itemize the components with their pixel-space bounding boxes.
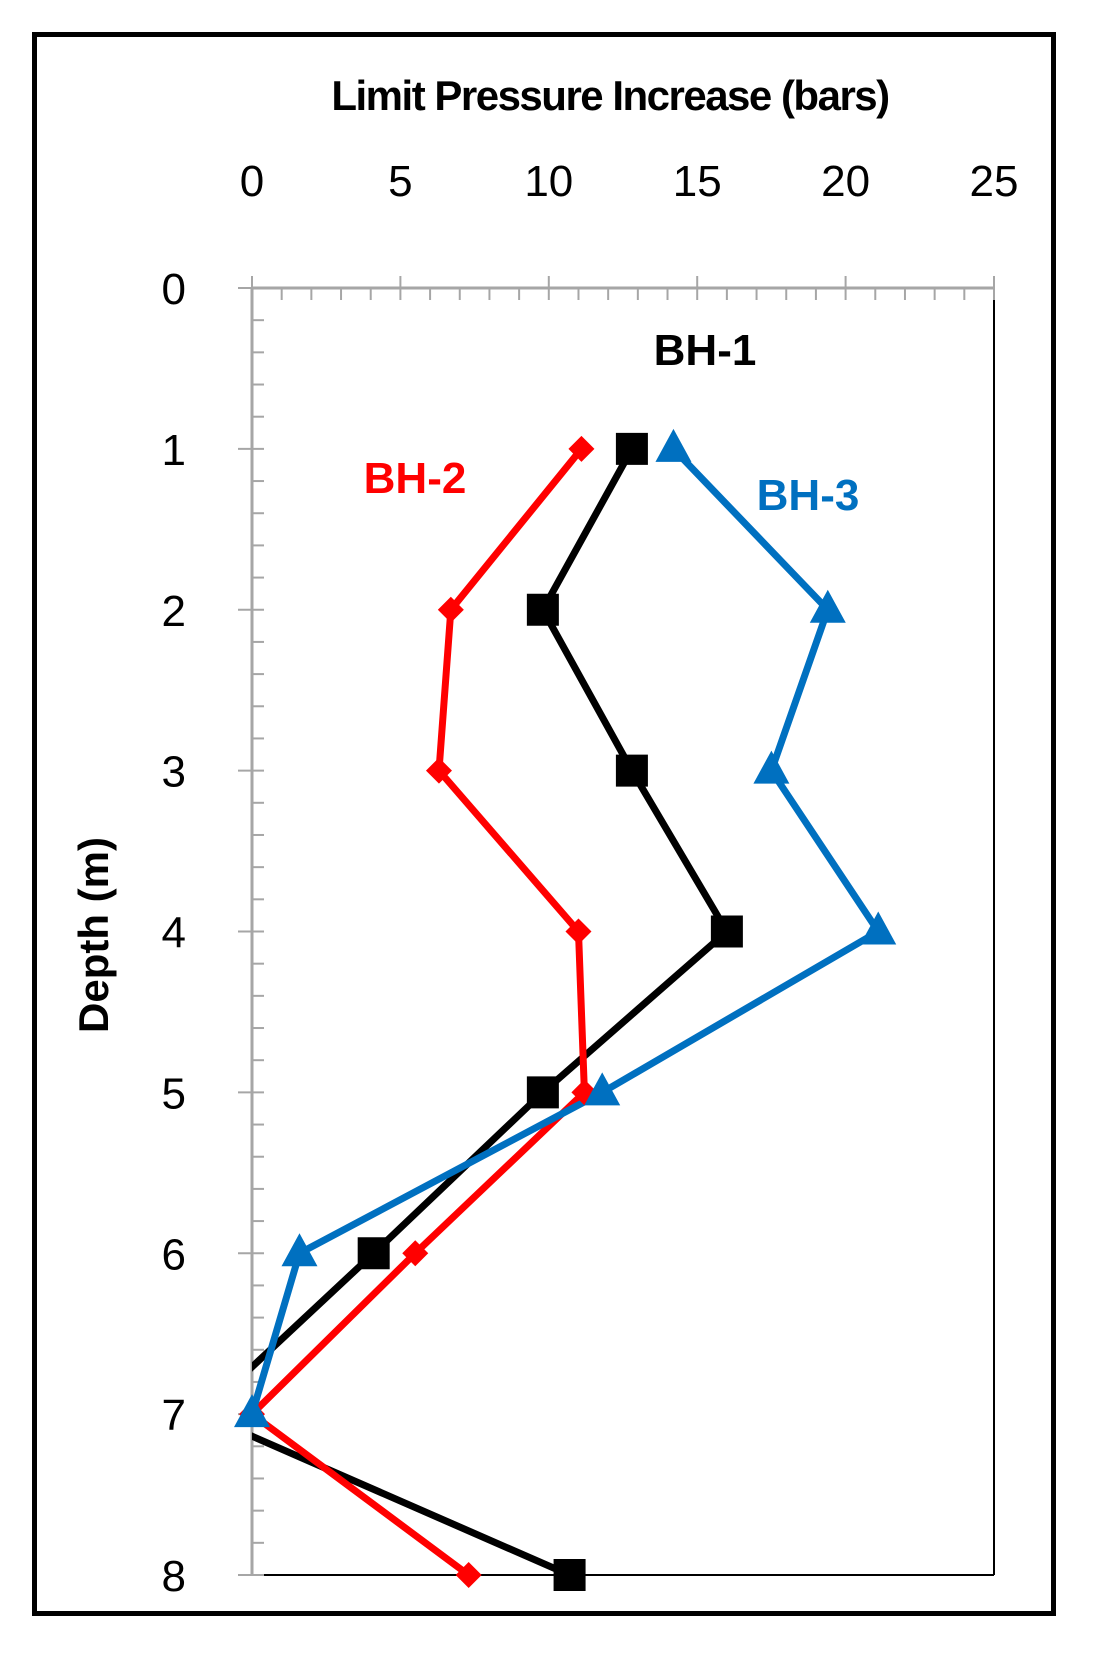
series-labels: BH-1 BH-2 BH-3 <box>364 326 860 520</box>
data-point-bh-2 <box>425 757 452 784</box>
y-tick-label: 3 <box>162 748 186 797</box>
data-point-bh-3 <box>809 589 846 623</box>
data-point-bh-2 <box>568 435 595 462</box>
x-tick-label: 10 <box>524 157 573 206</box>
series-label-bh-3: BH-3 <box>757 471 860 520</box>
data-point-bh-3 <box>584 1072 621 1106</box>
data-point-bh-1 <box>553 1559 586 1591</box>
y-axis-title: Depth (m) <box>70 837 117 1033</box>
data-point-bh-1 <box>357 1237 390 1270</box>
data-point-bh-1 <box>526 1076 559 1109</box>
data-point-bh-1 <box>710 915 743 948</box>
data-point-bh-1 <box>615 432 648 465</box>
series-line-bh-3 <box>252 446 882 1416</box>
data-point-bh-3 <box>234 1394 270 1428</box>
series-label-bh-1: BH-1 <box>654 326 757 375</box>
data-point-bh-1 <box>615 754 648 787</box>
y-tick-label: 7 <box>162 1391 186 1440</box>
x-tick-label: 15 <box>673 157 722 206</box>
series-markers <box>234 428 897 1591</box>
y-tick-label: 5 <box>162 1069 186 1118</box>
series-line-bh-1 <box>252 447 731 1575</box>
data-point-bh-2 <box>437 596 464 623</box>
data-point-bh-3 <box>860 911 897 945</box>
series-line-bh-2 <box>252 446 588 1575</box>
x-tick-label: 0 <box>240 157 264 206</box>
y-tick-labels: 0 1 2 3 4 5 6 7 8 <box>162 265 186 1601</box>
y-tick-label: 6 <box>162 1230 186 1279</box>
data-point-bh-3 <box>281 1233 318 1267</box>
y-tick-label: 4 <box>162 909 186 958</box>
x-tick-labels: 0 5 10 15 20 25 <box>240 157 1019 206</box>
data-point-bh-3 <box>753 750 790 784</box>
data-point-bh-2 <box>402 1240 429 1267</box>
data-point-bh-2 <box>565 918 592 945</box>
x-tick-label: 25 <box>970 157 1019 206</box>
y-tick-label: 0 <box>162 265 186 314</box>
x-tick-label: 5 <box>388 157 412 206</box>
x-axis-title: Limit Pressure Increase (bars) <box>331 72 888 119</box>
data-point-bh-2 <box>455 1562 482 1588</box>
y-tick-label: 1 <box>162 426 186 475</box>
axes <box>238 276 995 1576</box>
y-tick-label: 8 <box>162 1552 186 1601</box>
data-point-bh-3 <box>655 428 692 462</box>
chart-frame <box>32 32 1056 1616</box>
data-point-bh-1 <box>526 593 559 626</box>
x-tick-label: 20 <box>821 157 870 206</box>
y-tick-label: 2 <box>162 587 186 636</box>
series-label-bh-2: BH-2 <box>364 454 467 503</box>
